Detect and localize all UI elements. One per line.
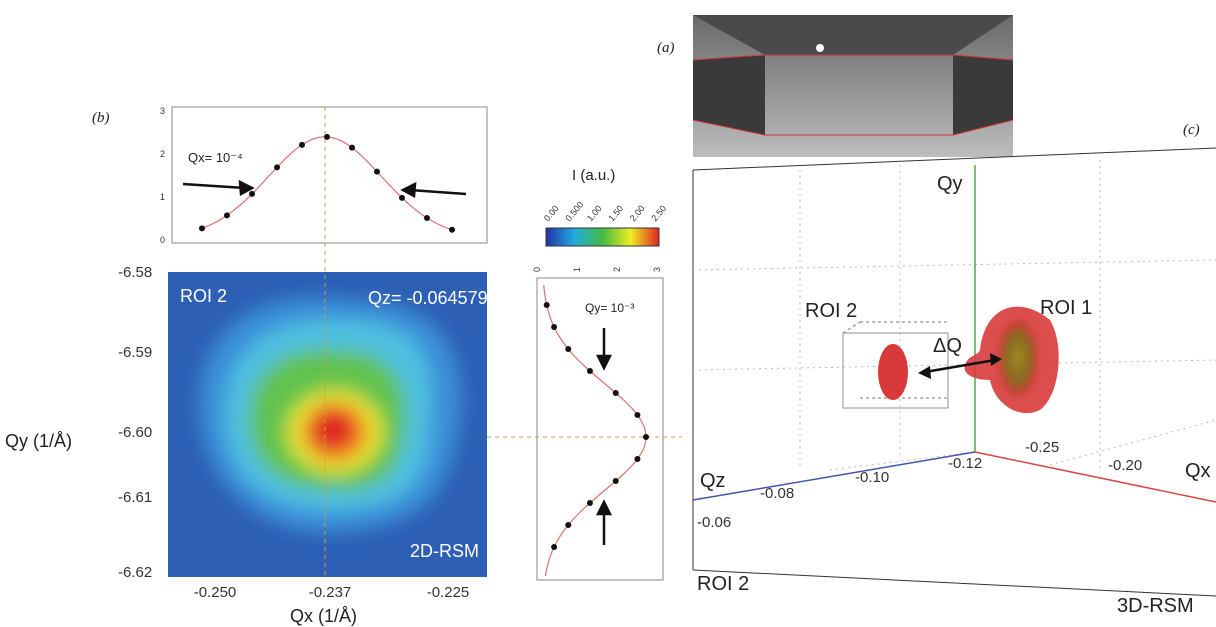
annotation: Qy= 10⁻³ (585, 301, 634, 315)
tick-label: -6.59 (118, 344, 152, 361)
tick-label: 3 (160, 106, 165, 116)
point (565, 522, 571, 528)
tick-label: 2.50 (649, 203, 668, 223)
tick-label: 1 (160, 192, 165, 202)
tick-label: -0.08 (760, 485, 794, 502)
axis-label: Qx (1185, 460, 1211, 482)
point (399, 195, 405, 201)
point (349, 145, 355, 151)
point (587, 368, 593, 374)
profile-points (544, 302, 649, 550)
y-axis-label: Qy (1/Å) (5, 431, 72, 451)
point (274, 164, 280, 170)
profile-frame (537, 278, 663, 580)
panel-tag: 3D-RSM (1117, 595, 1194, 617)
point (299, 142, 305, 148)
point (224, 212, 230, 218)
profile-frame (172, 107, 487, 243)
point (613, 390, 619, 396)
tick-label: 0.500 (563, 200, 585, 224)
tick-label: -0.25 (1025, 439, 1059, 456)
tick-label: -6.58 (118, 264, 152, 281)
x-axis-label: Qx (1/Å) (290, 606, 357, 626)
tick-label: -6.62 (118, 564, 152, 581)
tick-label: 3 (652, 267, 662, 272)
point (643, 434, 649, 440)
annotation: Qx= 10⁻⁴ (188, 150, 243, 165)
point (199, 225, 205, 231)
point (374, 169, 380, 175)
tick-label: -0.10 (855, 469, 889, 486)
tick-label: 0 (160, 235, 165, 245)
tick-label: 1.50 (606, 203, 625, 223)
point (551, 324, 557, 330)
tick-label: -0.237 (309, 584, 352, 601)
roi-blobs (878, 307, 1059, 414)
panel-label: (c) (1183, 122, 1200, 138)
tick-label: -6.60 (118, 424, 152, 441)
tick-label: 1 (572, 267, 582, 272)
tick-label: 1.00 (585, 203, 604, 223)
detector-image (693, 15, 1013, 157)
tick-label: -0.20 (1108, 457, 1142, 474)
3d-box (693, 148, 1216, 596)
point (634, 412, 640, 418)
tick-label: -0.12 (948, 455, 982, 472)
axis-label: Qz (700, 470, 726, 492)
point (551, 544, 557, 550)
point (424, 215, 430, 221)
point (544, 302, 550, 308)
figure: (a) (b) 0 1 2 3 Qx= 10⁻⁴ -6.58 -6.59 -6.60 -6.… (0, 0, 1216, 627)
tick-label: -0.225 (427, 584, 470, 601)
fit-curve (544, 285, 646, 576)
heatmap (168, 272, 487, 577)
tick-label: -0.06 (697, 514, 731, 531)
point (613, 478, 619, 484)
axis-label: Qy (937, 173, 963, 195)
tick-label: -6.61 (118, 489, 152, 506)
point (565, 346, 571, 352)
map-tag: 2D-RSM (410, 541, 479, 561)
roi-label: ROI 2 (180, 286, 227, 306)
colorbar-title: I (a.u.) (572, 167, 615, 184)
tick-label: -0.250 (194, 584, 237, 601)
3d-ticks: -0.12 -0.10 -0.08 -0.06 -0.25 -0.20 (697, 439, 1142, 531)
profile-y-ticks: 0 1 2 3 (532, 267, 662, 272)
panel-label: (b) (92, 110, 110, 126)
corner-label: ROI 2 (697, 573, 749, 595)
tick-label: 2.00 (628, 203, 647, 223)
point (249, 191, 255, 197)
roi-label: ROI 1 (1040, 297, 1092, 319)
colorbar (546, 228, 659, 246)
profile-x-ticks: 0 1 2 3 (160, 106, 165, 245)
point (449, 227, 455, 233)
delta-label: ΔQ (933, 335, 962, 357)
point (634, 456, 640, 462)
roi-label: ROI 2 (805, 300, 857, 322)
profile-points (199, 134, 455, 233)
tick-label: 0.00 (542, 203, 561, 223)
tick-label: 0 (532, 267, 542, 272)
panel-label: (a) (657, 40, 675, 56)
tick-label: 2 (160, 149, 165, 159)
qz-label: Qz= -0.064579 (368, 288, 488, 308)
point (587, 500, 593, 506)
tick-label: 2 (612, 267, 622, 272)
